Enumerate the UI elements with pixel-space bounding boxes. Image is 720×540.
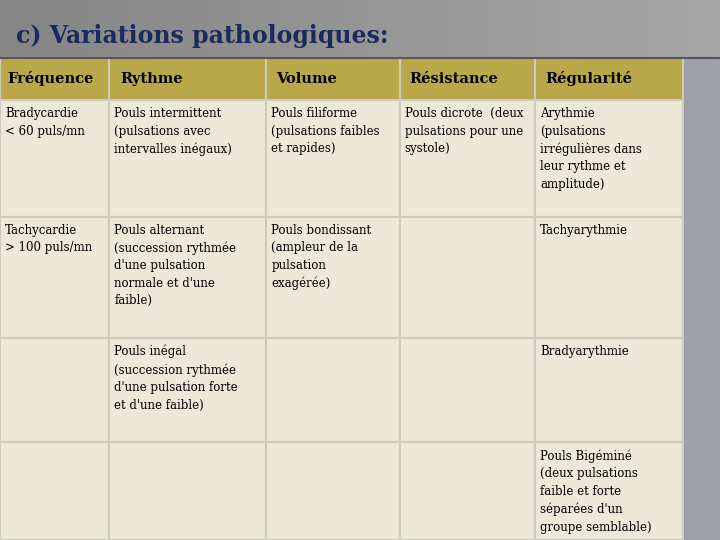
Text: Rythme: Rythme xyxy=(120,72,183,86)
Text: Pouls intermittent
(pulsations avec
intervalles inégaux): Pouls intermittent (pulsations avec inte… xyxy=(114,107,233,156)
Text: Pouls inégal
(succession rythmée
d'une pulsation forte
et d'une faible): Pouls inégal (succession rythmée d'une p… xyxy=(114,345,238,411)
Text: Bradyarythmie: Bradyarythmie xyxy=(540,345,629,358)
Bar xyxy=(0,100,109,217)
Text: Volume: Volume xyxy=(276,72,336,86)
Bar xyxy=(109,442,266,540)
Text: Tachycardie
> 100 puls/mn: Tachycardie > 100 puls/mn xyxy=(5,224,92,254)
Bar xyxy=(109,100,266,217)
Bar xyxy=(535,217,683,338)
Text: Bradycardie
< 60 puls/mn: Bradycardie < 60 puls/mn xyxy=(5,107,85,138)
Bar xyxy=(400,442,535,540)
Bar xyxy=(109,217,266,338)
Bar xyxy=(400,100,535,217)
Bar xyxy=(0,58,109,100)
Text: Tachyarythmie: Tachyarythmie xyxy=(540,224,628,237)
Bar xyxy=(266,442,400,540)
Bar xyxy=(266,58,400,100)
Bar xyxy=(535,338,683,442)
Text: Pouls alternant
(succession rythmée
d'une pulsation
normale et d'une
faible): Pouls alternant (succession rythmée d'un… xyxy=(114,224,236,307)
Bar xyxy=(109,338,266,442)
Text: Régularité: Régularité xyxy=(545,71,632,86)
Bar xyxy=(109,58,266,100)
Bar xyxy=(400,58,535,100)
Bar xyxy=(400,217,535,338)
Bar xyxy=(0,442,109,540)
Text: c) Variations pathologiques:: c) Variations pathologiques: xyxy=(16,24,389,48)
Bar xyxy=(0,217,109,338)
Text: Pouls Bigéminé
(deux pulsations
faible et forte
séparées d'un
groupe semblable): Pouls Bigéminé (deux pulsations faible e… xyxy=(540,449,652,534)
Text: Pouls bondissant
(ampleur de la
pulsation
exagérée): Pouls bondissant (ampleur de la pulsatio… xyxy=(271,224,372,290)
Bar xyxy=(535,58,683,100)
Text: Résistance: Résistance xyxy=(409,72,498,86)
Bar xyxy=(266,100,400,217)
Bar xyxy=(266,338,400,442)
Bar xyxy=(535,442,683,540)
Text: Pouls filiforme
(pulsations faibles
et rapides): Pouls filiforme (pulsations faibles et r… xyxy=(271,107,380,155)
Text: Arythmie
(pulsations
irrégulières dans
leur rythme et
amplitude): Arythmie (pulsations irrégulières dans l… xyxy=(540,107,642,191)
Bar xyxy=(266,217,400,338)
Text: Pouls dicrote  (deux
pulsations pour une
systole): Pouls dicrote (deux pulsations pour une … xyxy=(405,107,523,155)
Bar xyxy=(400,338,535,442)
Text: Fréquence: Fréquence xyxy=(8,71,94,86)
Bar xyxy=(535,100,683,217)
Bar xyxy=(0,338,109,442)
